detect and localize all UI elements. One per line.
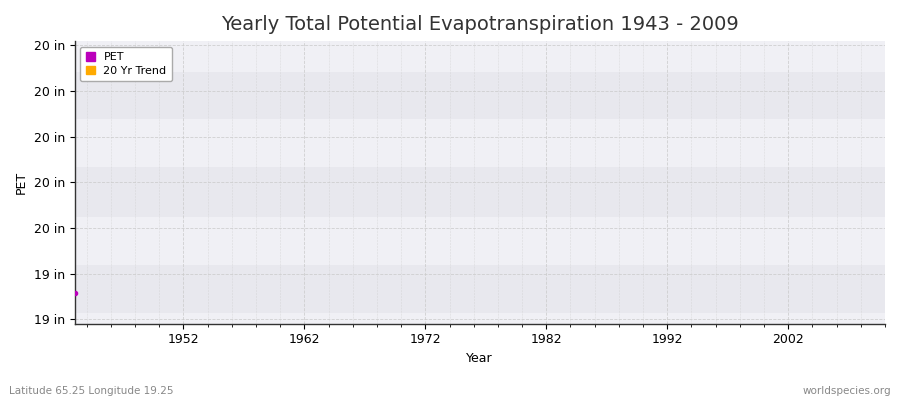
Bar [75, 48, 885, 72]
X-axis label: Year: Year [466, 352, 493, 365]
Bar [75, 167, 885, 217]
Bar [75, 217, 885, 265]
Bar [75, 72, 885, 119]
Text: worldspecies.org: worldspecies.org [803, 386, 891, 396]
Text: Latitude 65.25 Longitude 19.25: Latitude 65.25 Longitude 19.25 [9, 386, 174, 396]
Title: Yearly Total Potential Evapotranspiration 1943 - 2009: Yearly Total Potential Evapotranspiratio… [220, 15, 739, 34]
Y-axis label: PET: PET [15, 171, 28, 194]
Legend: PET, 20 Yr Trend: PET, 20 Yr Trend [80, 47, 172, 81]
Bar [75, 265, 885, 313]
Bar [75, 119, 885, 167]
